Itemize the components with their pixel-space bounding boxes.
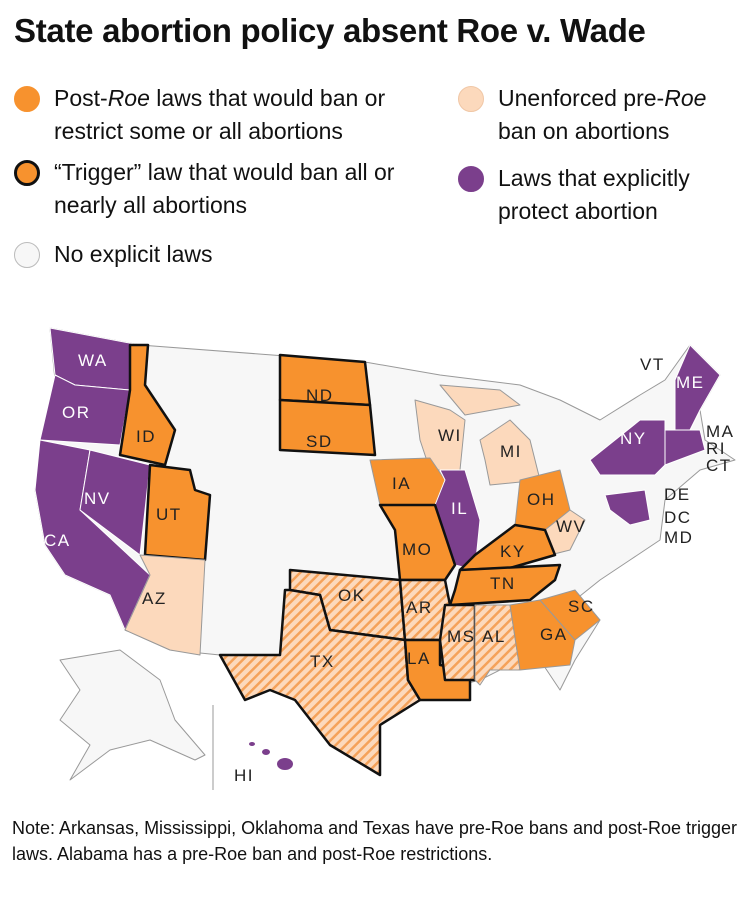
state-label: MO xyxy=(402,540,432,559)
state-shape xyxy=(278,398,377,457)
legend-swatch xyxy=(458,166,484,192)
state-label: SC xyxy=(568,597,595,616)
state-label: GA xyxy=(540,625,568,644)
state-label: DC xyxy=(664,508,692,527)
state-label: MD xyxy=(664,528,693,547)
legend-label: No explicit laws xyxy=(54,241,213,267)
state-label: ME xyxy=(676,373,705,392)
state-label: MS xyxy=(447,627,476,646)
state-label: SD xyxy=(306,432,333,451)
text: Roe xyxy=(664,85,707,111)
state-label: MI xyxy=(500,442,522,461)
legend-item: Laws that explicitly protect abortion xyxy=(458,162,748,228)
state-label: IL xyxy=(451,499,468,518)
legend-label: “Trigger” law that would ban all or near… xyxy=(54,159,395,218)
state-label: LA xyxy=(407,649,431,668)
legend-label: Unenforced pre-Roe ban on abortions xyxy=(498,82,748,148)
state-label: HI xyxy=(234,766,254,785)
hawaii xyxy=(277,758,293,770)
text: Unenforced pre- xyxy=(498,85,665,111)
state-label: WI xyxy=(438,426,462,445)
state-label: AZ xyxy=(142,589,167,608)
alaska xyxy=(59,649,206,781)
state-shape xyxy=(218,588,422,777)
state-label: NV xyxy=(84,489,111,508)
state-label: OH xyxy=(527,490,556,509)
state-shape xyxy=(509,599,576,671)
state-label: CA xyxy=(44,531,71,550)
state-label: OR xyxy=(62,403,91,422)
state-label: RI xyxy=(706,439,726,458)
state-shape xyxy=(604,489,651,526)
state-shape xyxy=(124,554,206,656)
state-label: CT xyxy=(706,456,732,475)
title: State abortion policy absent Roe v. Wade xyxy=(14,12,646,49)
state-label: ND xyxy=(306,386,334,405)
state-shape xyxy=(118,343,177,467)
legend-swatch xyxy=(14,160,40,186)
hawaii xyxy=(262,749,270,755)
legend-swatch xyxy=(458,86,484,112)
state-label: OK xyxy=(338,586,366,605)
state-shape xyxy=(539,589,601,641)
legend-item: No explicit laws xyxy=(14,238,414,271)
legend-label: Laws that explicitly protect abortion xyxy=(498,165,690,224)
state-label: ID xyxy=(136,427,156,446)
text: ban on abortions xyxy=(498,118,670,144)
legend-item: “Trigger” law that would ban all or near… xyxy=(14,156,414,222)
state-label: AL xyxy=(482,627,506,646)
state-label: AR xyxy=(406,598,433,617)
state-shape xyxy=(664,429,706,466)
legend-swatch xyxy=(14,86,40,112)
state-label: TN xyxy=(490,574,516,593)
state-label: WV xyxy=(556,517,586,536)
note: Note: Arkansas, Mississippi, Oklahoma an… xyxy=(12,818,738,864)
text: laws that would ban or restrict some or … xyxy=(54,85,386,144)
state-label: VT xyxy=(640,355,665,374)
text: Post- xyxy=(54,85,108,111)
states xyxy=(34,327,736,790)
legend-item: Post-Roe laws that would ban or restrict… xyxy=(14,82,434,148)
state-shape xyxy=(439,384,521,416)
state-label: TX xyxy=(310,652,335,671)
state-labels: WA OR CA NV ID UT AZ ND SD WI MI IA IL M… xyxy=(44,351,735,785)
state-label: WA xyxy=(78,351,108,370)
legend-swatch xyxy=(14,242,40,268)
state-label: DE xyxy=(664,485,691,504)
text: Roe xyxy=(107,85,150,111)
state-label: IA xyxy=(392,474,411,493)
state-label: KY xyxy=(500,542,526,561)
state-shape xyxy=(438,603,477,682)
state-label: MA xyxy=(706,422,735,441)
legend-item: Unenforced pre-Roe ban on abortions xyxy=(458,82,748,148)
hawaii xyxy=(249,742,255,746)
legend-label: Post-Roe laws that would ban or restrict… xyxy=(54,82,434,148)
state-label: NY xyxy=(620,429,647,448)
state-label: UT xyxy=(156,505,182,524)
